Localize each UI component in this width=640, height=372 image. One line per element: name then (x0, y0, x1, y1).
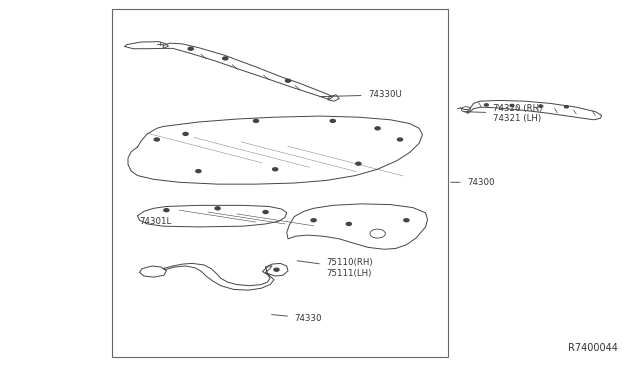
Circle shape (215, 207, 220, 210)
Circle shape (510, 105, 514, 107)
Circle shape (196, 170, 201, 173)
Circle shape (356, 162, 361, 165)
Circle shape (154, 138, 159, 141)
Circle shape (263, 211, 268, 214)
Circle shape (273, 168, 278, 171)
Circle shape (188, 47, 193, 50)
Bar (112, 9, 448, 357)
Circle shape (164, 209, 169, 212)
Circle shape (397, 138, 403, 141)
Circle shape (484, 104, 488, 106)
Text: 74301L: 74301L (140, 217, 172, 226)
Text: 75110(RH)
75111(LH): 75110(RH) 75111(LH) (297, 258, 373, 278)
Circle shape (330, 119, 335, 122)
Circle shape (375, 127, 380, 130)
Circle shape (183, 132, 188, 135)
Text: 74320 (RH)
74321 (LH): 74320 (RH) 74321 (LH) (463, 104, 542, 123)
Text: 74300: 74300 (451, 178, 495, 187)
Circle shape (285, 79, 291, 82)
Circle shape (539, 105, 543, 107)
Circle shape (311, 219, 316, 222)
Circle shape (253, 119, 259, 122)
Text: 74330U: 74330U (319, 90, 402, 99)
Circle shape (346, 222, 351, 225)
Circle shape (404, 219, 409, 222)
Text: 74330: 74330 (271, 314, 322, 323)
Circle shape (564, 106, 568, 108)
Circle shape (223, 57, 228, 60)
Text: R7400044: R7400044 (568, 343, 618, 353)
Circle shape (274, 268, 279, 271)
